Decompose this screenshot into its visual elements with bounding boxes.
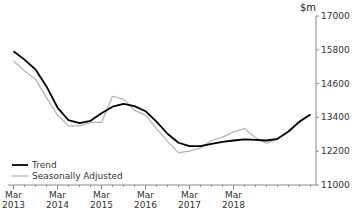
x-tick <box>299 185 300 187</box>
x-tick-label-line: 2013 <box>2 200 25 210</box>
x-tick-label-line: Mar <box>225 190 242 200</box>
x-tick <box>244 185 245 187</box>
x-tick <box>189 185 190 189</box>
y-tick <box>316 117 319 118</box>
legend-swatch <box>12 164 28 166</box>
x-tick <box>57 185 58 189</box>
x-tick <box>145 185 146 189</box>
x-tick <box>90 185 91 187</box>
x-tick <box>178 185 179 187</box>
x-tick <box>24 185 25 187</box>
x-tick <box>156 185 157 187</box>
series-line <box>14 51 311 146</box>
x-tick <box>266 185 267 187</box>
x-tick-label: Mar2013 <box>2 190 25 210</box>
x-tick-label-line: 2018 <box>222 200 245 210</box>
x-tick <box>233 185 234 189</box>
x-axis <box>8 185 316 186</box>
y-tick <box>316 151 319 152</box>
x-tick-label: Mar2016 <box>134 190 157 210</box>
x-tick-label: Mar2014 <box>46 190 69 210</box>
x-tick <box>35 185 36 187</box>
x-tick-label-line: 2017 <box>178 200 201 210</box>
x-tick-label: Mar2015 <box>90 190 113 210</box>
x-tick <box>68 185 69 187</box>
x-tick <box>13 185 14 189</box>
y-tick-label: 15800 <box>321 45 350 55</box>
y-tick-label: 13400 <box>321 112 350 122</box>
y-tick <box>316 83 319 84</box>
x-tick <box>277 185 278 187</box>
x-tick-label-line: Mar <box>93 190 110 200</box>
x-tick-label-line: Mar <box>181 190 198 200</box>
x-tick <box>167 185 168 187</box>
y-tick <box>316 16 319 17</box>
legend-label: Trend <box>31 160 57 170</box>
legend-swatch <box>12 175 28 176</box>
x-tick <box>134 185 135 187</box>
x-tick-label-line: 2016 <box>134 200 157 210</box>
x-tick <box>101 185 102 189</box>
x-tick <box>200 185 201 187</box>
title: $m <box>300 2 316 13</box>
x-tick-label: Mar2018 <box>222 190 245 210</box>
x-tick <box>211 185 212 187</box>
x-tick <box>255 185 256 187</box>
y-tick <box>316 185 319 186</box>
x-tick-label-line: Mar <box>5 190 22 200</box>
y-tick-label: 11000 <box>321 180 350 190</box>
x-tick <box>112 185 113 187</box>
x-tick <box>46 185 47 187</box>
x-tick <box>79 185 80 187</box>
x-tick-label-line: 2014 <box>46 200 69 210</box>
legend: TrendSeasonally Adjusted <box>12 160 123 181</box>
y-tick-label: 12200 <box>321 146 350 156</box>
y-tick-label: 14600 <box>321 79 350 89</box>
plot-area <box>14 51 311 152</box>
y-tick-label: 17000 <box>321 11 350 21</box>
x-tick <box>123 185 124 187</box>
chart: 110001220013400146001580017000Mar2013Mar… <box>0 0 354 213</box>
y-axis <box>316 16 317 185</box>
x-tick-label: Mar2017 <box>178 190 201 210</box>
legend-label: Seasonally Adjusted <box>32 171 123 181</box>
x-tick-label-line: 2015 <box>90 200 113 210</box>
x-tick <box>222 185 223 187</box>
x-tick <box>288 185 289 187</box>
x-tick <box>310 185 311 187</box>
x-tick-label-line: Mar <box>137 190 154 200</box>
y-tick <box>316 49 319 50</box>
x-tick-label-line: Mar <box>49 190 66 200</box>
